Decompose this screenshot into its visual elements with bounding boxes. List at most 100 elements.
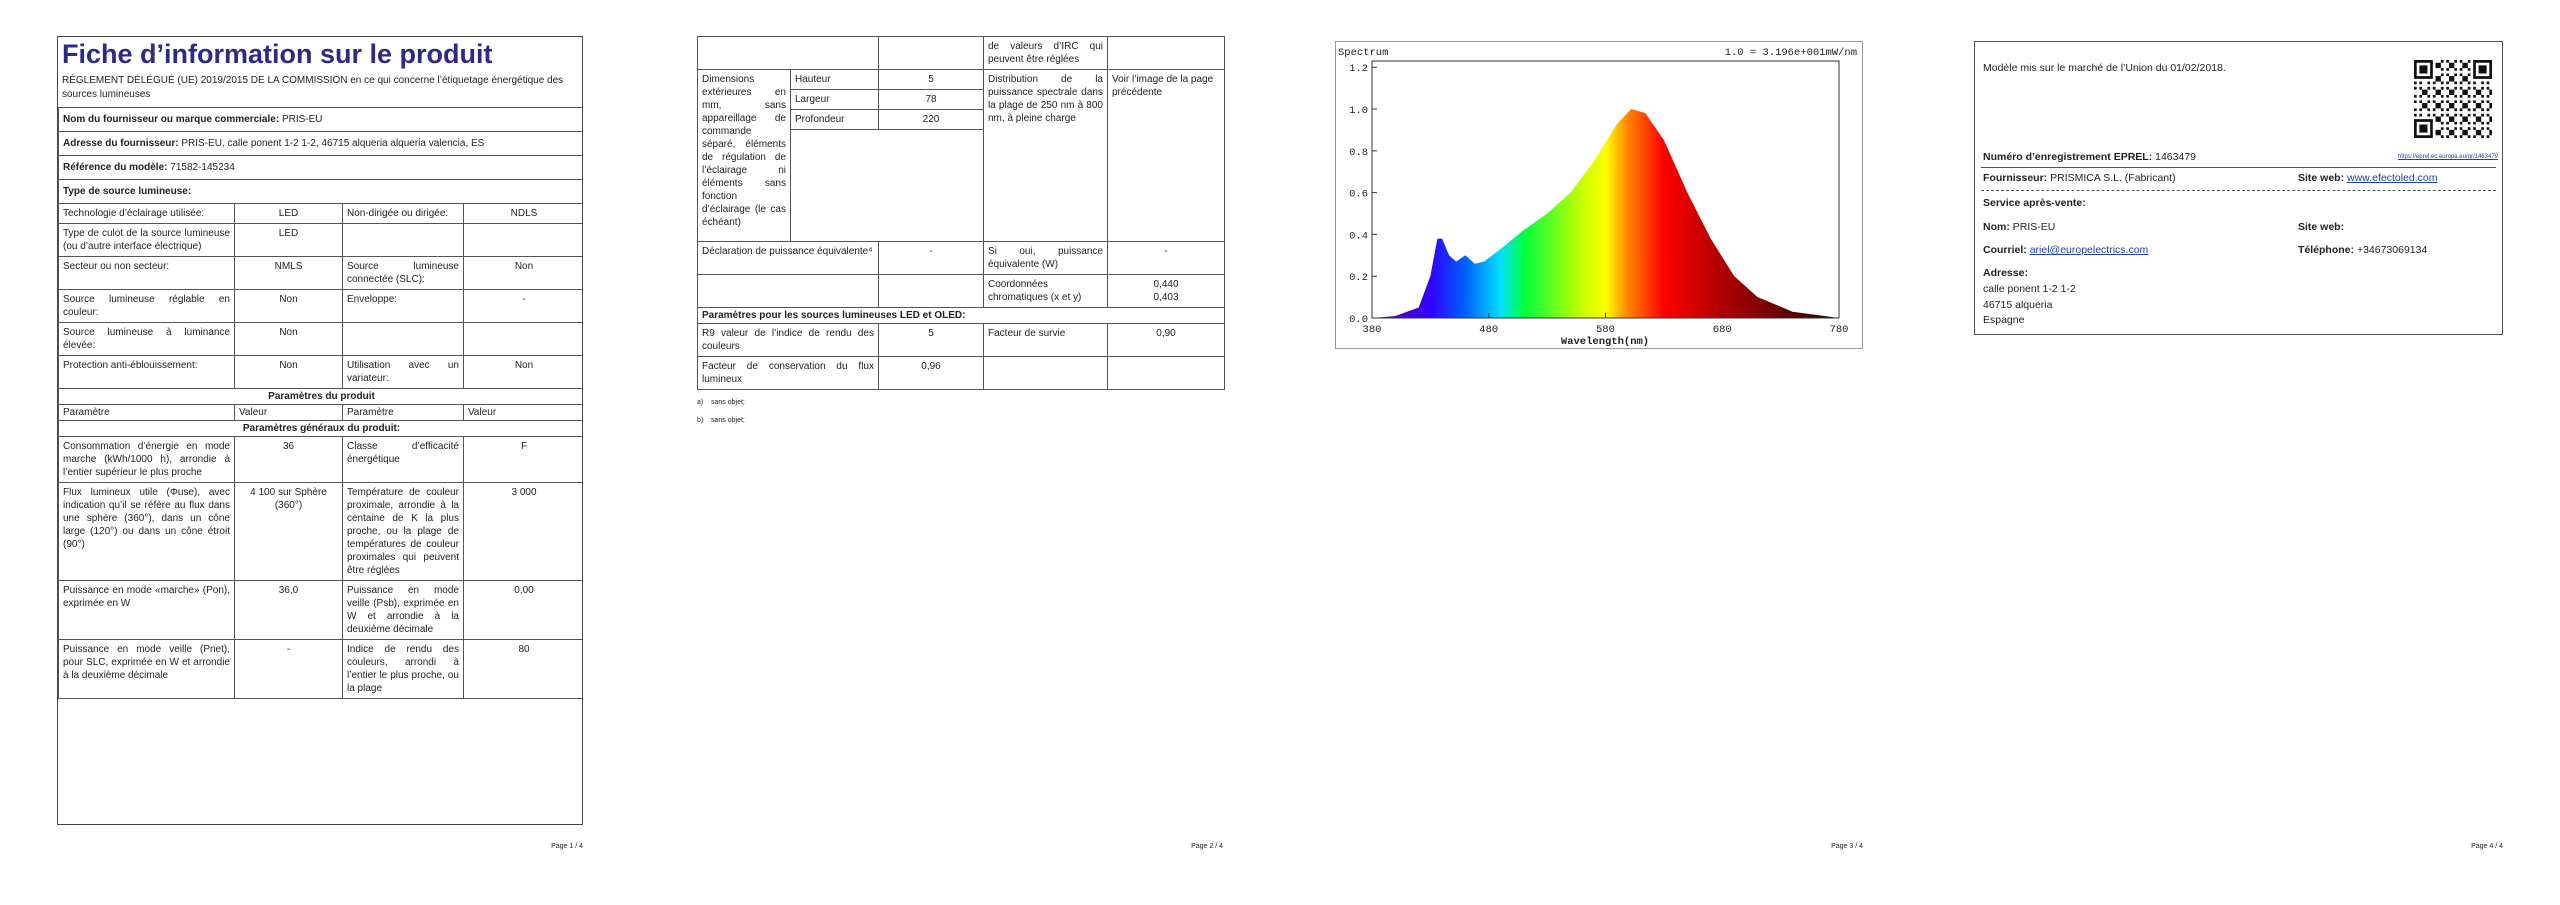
qr-code — [2414, 60, 2492, 138]
service-website-label: Site web: — [2298, 221, 2345, 233]
table-row: Type de source lumineuse: — [58, 179, 582, 204]
footnotes: a) sans objet; b) sans objet; — [697, 394, 1223, 430]
field-label: Téléphone: — [2298, 244, 2355, 256]
table-cell: Puissance en mode veille (Pnet), pour SL… — [58, 639, 235, 699]
table-cell: LED — [234, 223, 343, 257]
x-axis-label: Wavelength(nm) — [1561, 336, 1649, 348]
scale-note: 1.0 = 3.196e+001mW/nm — [1725, 47, 1857, 59]
product-sheet: Fiche d’information sur le produit RÈGLEM… — [57, 36, 583, 825]
footnote-marker: a) — [697, 399, 704, 406]
page: Fiche d’information sur le produit RÈGLEM… — [0, 0, 640, 905]
table-row: Nom du fournisseur ou marque commerciale… — [58, 107, 582, 132]
spectrum-curve — [1372, 109, 1840, 318]
table-cell: 0,440 0,403 — [1107, 274, 1225, 308]
table-row: Flux lumineux utile (Φuse), avec indicat… — [58, 482, 582, 581]
table-cell: Protection anti-éblouissement: — [58, 355, 235, 389]
info-table: Nom du fournisseur ou marque commerciale… — [58, 107, 582, 699]
table-cell: Nom du fournisseur ou marque commerciale… — [58, 107, 582, 132]
table-row: Secteur ou non secteur: NMLS Source lumine… — [58, 256, 582, 290]
table-cell: Référence du modèle: 71582-145234 — [58, 155, 582, 180]
page: Modèle mis sur le marché de l’Union du 0… — [1920, 0, 2560, 905]
footnote-marker: b) — [697, 417, 704, 424]
table-cell: Enveloppe: — [342, 289, 464, 323]
info-table: de valeurs d’IRC qui peuvent être réglée… — [697, 36, 1225, 390]
address-line: calle ponent 1-2 1-2 — [1983, 283, 2076, 295]
page-number: Page 2 / 4 — [1191, 843, 1223, 850]
table-cell: Largeur — [790, 89, 879, 110]
field-label: Site web: — [2298, 172, 2345, 184]
table-cell: Paramètres généraux du produit: — [58, 420, 582, 437]
table-row: Largeur 78 — [698, 89, 1225, 110]
table-cell: 0,00 — [462, 580, 582, 640]
address-line: 46715 alqueria — [1983, 298, 2053, 311]
table-row: Technologie d’éclairage utilisée: LED Non-… — [58, 203, 582, 224]
table-cell: Utilisation avec un variateur: — [342, 355, 464, 389]
service-name-line: Nom: PRIS-EU — [1983, 221, 2055, 233]
table-cell: 5 — [878, 323, 984, 357]
table-cell: Technologie d’éclairage utilisée: — [58, 203, 235, 224]
y-tick-label: 0.2 — [1349, 272, 1368, 284]
table-cell: 78 — [878, 89, 984, 110]
table-row: Protection anti-éblouissement: Non Utilisa… — [58, 355, 582, 389]
email-link[interactable]: ariel@europelectrics.com — [2029, 244, 2149, 256]
field-label: Numéro d’enregistrement EPREL: — [1983, 151, 2153, 163]
divider — [1981, 167, 2496, 168]
page: de valeurs d’IRC qui peuvent être réglée… — [640, 0, 1280, 905]
table-row: Facteur de conservation du flux lumineux… — [697, 356, 1225, 390]
supplier-line: Fournisseur: PRISMICA S.L. (Fabricant) — [1983, 172, 2176, 184]
table-cell: Source lumineuse connectée (SLC): — [342, 256, 464, 290]
table-cell: 0,90 — [1107, 323, 1225, 357]
table-cell — [878, 274, 984, 308]
table-cell: Flux lumineux utile (Φuse), avec indicat… — [58, 482, 235, 581]
table-cell: Paramètres du produit — [58, 388, 582, 405]
table-cell: Indice de rendu des couleurs, arrondi à … — [342, 639, 464, 699]
table-row: Paramètres généraux du produit: — [58, 420, 582, 437]
table-cell: Puissance en mode veille (Psb), exprimée… — [342, 580, 464, 640]
table-cell: Source lumineuse réglable en couleur: — [58, 289, 235, 323]
field-label: Nom: — [1983, 221, 2010, 233]
y-tick-label: 1.2 — [1349, 63, 1368, 75]
page-number: Page 1 / 4 — [551, 843, 583, 850]
table-cell: - — [1107, 241, 1225, 275]
table-cell: Distribution de la puissance spectrale d… — [983, 69, 1108, 242]
table-cell: Valeur — [234, 404, 343, 421]
table-cell: Profondeur — [790, 109, 879, 130]
table-cell: - — [462, 289, 582, 323]
table-cell: R9 valeur de l’indice de rendu des coule… — [697, 323, 879, 357]
table-row: Puissance en mode veille (Pnet), pour SL… — [58, 639, 582, 699]
table-cell: Puissance en mode «marche» (Pon), exprim… — [58, 580, 235, 640]
table-cell: Déclaration de puissance équivalente⁴ — [697, 241, 879, 275]
website-link[interactable]: www.efectoled.com — [2347, 172, 2438, 184]
y-tick-label: 1.0 — [1349, 105, 1368, 117]
table-cell: Coordonnées chromatiques (x et y) — [983, 274, 1108, 308]
email-line: Courriel: ariel@europelectrics.com — [1983, 244, 2148, 256]
table-cell: NDLS — [462, 203, 582, 224]
table-cell — [1107, 36, 1225, 70]
table-cell: Valeur — [462, 404, 582, 421]
table-cell: Source lumineuse à luminance élevée: — [58, 322, 235, 356]
table-cell — [462, 322, 582, 356]
table-row: Paramètre Valeur Paramètre Valeur — [58, 404, 582, 421]
table-row: Profondeur 220 — [698, 109, 1225, 130]
table-row: Source lumineuse réglable en couleur: Non… — [58, 289, 582, 323]
product-sheet-continued: de valeurs d’IRC qui peuvent être réglée… — [697, 36, 1225, 430]
section-heading: Type de source lumineuse: — [58, 179, 582, 204]
table-row: Dimensions extérieures en mm, sans appar… — [697, 69, 1225, 242]
table-cell — [983, 356, 1108, 390]
y-tick-label: 0.6 — [1349, 189, 1368, 201]
table-row: Paramètres pour les sources lumineuses L… — [697, 307, 1225, 324]
table-cell: Facteur de survie — [983, 323, 1108, 357]
field-label: Courriel: — [1983, 244, 2027, 256]
table-cell: Si oui, puissance équivalente (W) — [983, 241, 1108, 275]
table-cell: 36 — [234, 436, 343, 483]
field-value: PRIS-EU — [2012, 221, 2056, 233]
phone-line: Téléphone: +34673069134 — [2298, 244, 2427, 256]
eprel-link[interactable]: https://eprel.ec.europa.eu/qr/1463479 — [2397, 154, 2498, 160]
table-cell: Non — [234, 322, 343, 356]
table-cell: Non — [234, 355, 343, 389]
y-tick-label: 0.4 — [1349, 230, 1368, 242]
field-label: Référence du modèle: — [63, 162, 168, 173]
table-row: R9 valeur de l’indice de rendu des coule… — [697, 323, 1225, 357]
table-row: Consommation d’énergie en mode marche (k… — [58, 436, 582, 483]
